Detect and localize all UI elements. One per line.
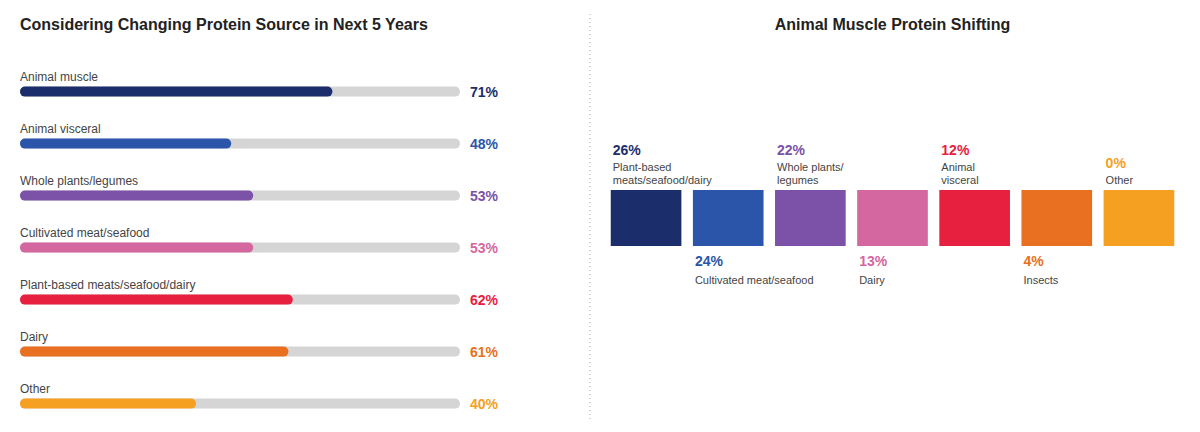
bar [20, 191, 253, 201]
data-label: 26% [613, 142, 642, 158]
bars [20, 87, 332, 409]
data-label: 0% [1106, 155, 1127, 171]
tile [611, 190, 682, 246]
bar [20, 139, 231, 149]
text-line: Cultivated meat/seafood [695, 274, 814, 286]
text-line: Whole plants/ [777, 161, 845, 173]
track [20, 295, 460, 305]
category-label: Whole plants/legumes [777, 161, 845, 186]
category-label: Dairy [859, 274, 885, 286]
bar [20, 87, 332, 97]
category-label: Animal muscle [20, 70, 98, 84]
data-label: 24% [695, 253, 724, 269]
text-line: legumes [777, 174, 819, 186]
bar [20, 399, 196, 409]
text-line: Plant-based [613, 161, 672, 173]
data-label: 53% [470, 240, 499, 256]
category-label: Cultivated meat/seafood [695, 274, 814, 286]
track [20, 347, 460, 357]
data-label: 40% [470, 396, 499, 412]
data-label: 12% [941, 142, 970, 158]
data-label: 48% [470, 136, 499, 152]
chart-root: Considering Changing Protein Source in N… [0, 0, 1200, 432]
category-label: Other [1106, 174, 1134, 186]
tile [1021, 190, 1092, 246]
track [20, 243, 460, 253]
track [20, 399, 460, 409]
text-line: Other [1106, 174, 1134, 186]
bar [20, 243, 253, 253]
data-label: 4% [1023, 253, 1044, 269]
data-label: 61% [470, 344, 499, 360]
category-label: Whole plants/legumes [20, 174, 138, 188]
tracks [20, 87, 460, 409]
category-label: Animal visceral [20, 122, 101, 136]
text-line: Dairy [859, 274, 885, 286]
tile [775, 190, 846, 246]
data-label: 53% [470, 188, 499, 204]
data-label: 13% [859, 253, 888, 269]
text-line: Animal [941, 161, 975, 173]
separator [590, 14, 591, 420]
title: Considering Changing Protein Source in N… [20, 16, 428, 33]
tile [939, 190, 1010, 246]
category-label: Animalvisceral [941, 161, 978, 186]
tile [693, 190, 764, 246]
category-label: Other [20, 382, 50, 396]
text-line: visceral [941, 174, 978, 186]
text-line: Insects [1023, 274, 1058, 286]
category-label: Dairy [20, 330, 48, 344]
text-line: meats/seafood/dairy [613, 174, 713, 186]
tile [857, 190, 928, 246]
bar [20, 295, 293, 305]
category-label: Plant-based meats/seafood/dairy [20, 278, 195, 292]
category-label: Insects [1023, 274, 1058, 286]
category-label: Plant-basedmeats/seafood/dairy [613, 161, 713, 186]
track [20, 191, 460, 201]
tiles [611, 190, 1175, 246]
data-label: 22% [777, 142, 806, 158]
category-label: Cultivated meat/seafood [20, 226, 149, 240]
bar [20, 347, 288, 357]
track [20, 139, 460, 149]
data-label: 62% [470, 292, 499, 308]
track [20, 87, 460, 97]
title: Animal Muscle Protein Shifting [775, 16, 1011, 33]
data-label: 71% [470, 84, 499, 100]
tile [1104, 190, 1175, 246]
